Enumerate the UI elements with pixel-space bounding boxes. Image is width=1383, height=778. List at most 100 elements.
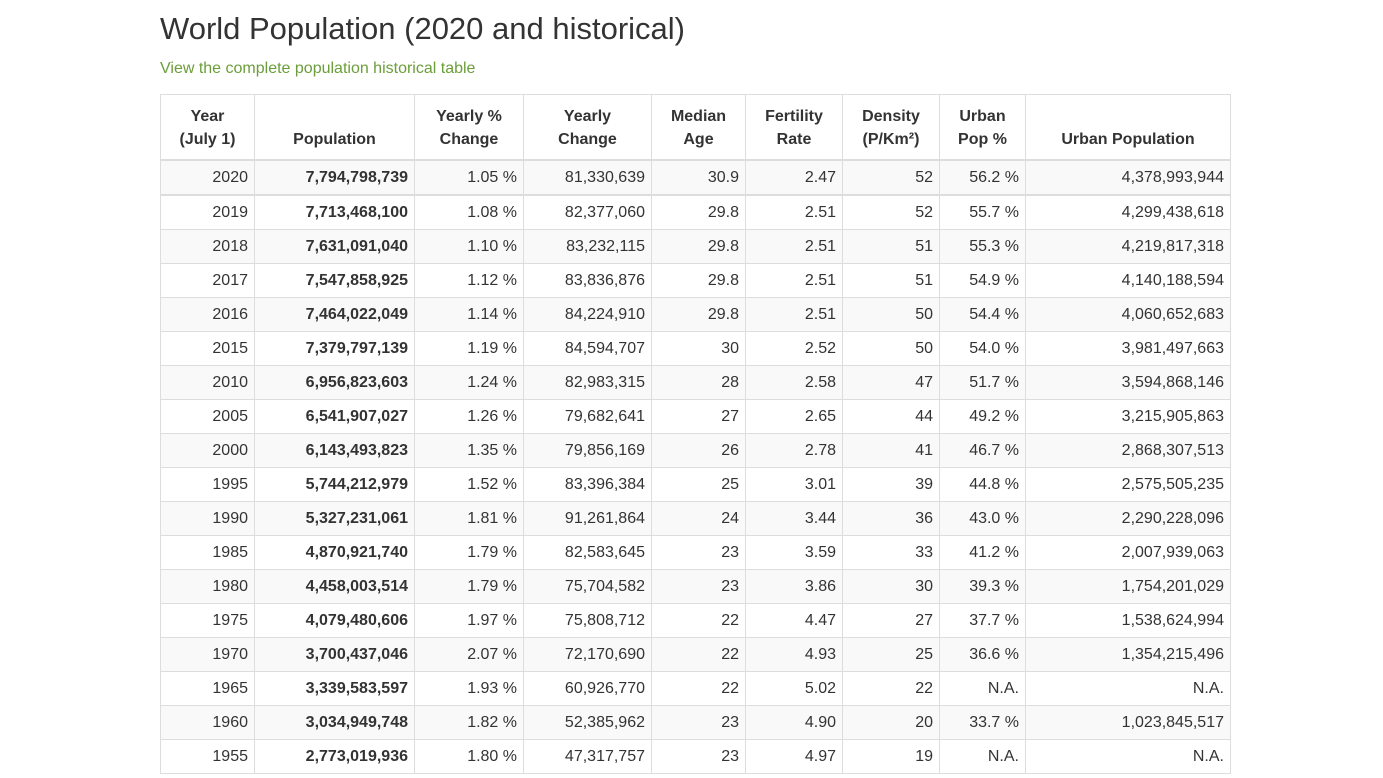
cell-fertility-rate: 5.02 [745,671,843,706]
column-header-line: Density [862,108,920,125]
table-row: 1995 5,744,212,979 1.52 % 83,396,384 25 3.01 3… [160,467,1231,502]
cell-population: 4,870,921,740 [254,535,415,570]
cell-year: 1960 [160,705,255,740]
cell-yearly-pct-change: 1.24 % [414,365,524,400]
table-row: 2015 7,379,797,139 1.19 % 84,594,707 30 2.52 5… [160,331,1231,366]
column-header-line: Median [670,108,727,125]
column-header-urban-population[interactable]: Urban Population [1025,94,1231,161]
cell-yearly-change: 84,594,707 [523,331,652,366]
cell-yearly-change: 52,385,962 [523,705,652,740]
cell-fertility-rate: 3.86 [745,569,843,604]
cell-urban-pop-pct: 51.7 % [939,365,1026,400]
cell-yearly-change: 75,704,582 [523,569,652,604]
cell-fertility-rate: 4.47 [745,603,843,638]
cell-fertility-rate: 3.59 [745,535,843,570]
cell-population: 4,079,480,606 [254,603,415,638]
column-header-density[interactable]: Density (P/Km²) [842,94,940,161]
cell-year: 2017 [160,263,255,298]
table-row: 1990 5,327,231,061 1.81 % 91,261,864 24 3.44 3… [160,501,1231,536]
cell-population: 6,541,907,027 [254,399,415,434]
cell-median-age: 29.8 [651,229,746,264]
cell-urban-population: 2,868,307,513 [1025,433,1231,468]
cell-median-age: 23 [651,535,746,570]
cell-urban-population: 3,981,497,663 [1025,331,1231,366]
cell-yearly-pct-change: 1.26 % [414,399,524,434]
cell-urban-population: 3,594,868,146 [1025,365,1231,400]
column-header-median-age[interactable]: Median Age [651,94,746,161]
column-header-yearly-change[interactable]: Yearly Change [523,94,652,161]
cell-median-age: 30 [651,331,746,366]
cell-year: 1985 [160,535,255,570]
cell-density: 50 [842,331,940,366]
cell-fertility-rate: 2.78 [745,433,843,468]
cell-urban-population: 4,299,438,618 [1025,194,1231,230]
cell-urban-pop-pct: N.A. [939,739,1026,774]
cell-yearly-pct-change: 1.80 % [414,739,524,774]
cell-median-age: 22 [651,637,746,672]
cell-year: 1990 [160,501,255,536]
cell-yearly-change: 83,396,384 [523,467,652,502]
cell-median-age: 22 [651,671,746,706]
table-row: 2005 6,541,907,027 1.26 % 79,682,641 27 2.65 4… [160,399,1231,434]
cell-fertility-rate: 2.52 [745,331,843,366]
cell-yearly-pct-change: 1.05 % [414,159,524,196]
cell-fertility-rate: 2.51 [745,229,843,264]
column-header-line: Change [439,131,499,148]
cell-urban-population: 2,290,228,096 [1025,501,1231,536]
column-header-urban-pop-pct[interactable]: Urban Pop % [939,94,1026,161]
column-header-fertility-rate[interactable]: Fertility Rate [745,94,843,161]
column-header-line: Pop % [958,131,1007,148]
cell-density: 33 [842,535,940,570]
historical-table-link[interactable]: View the complete population historical … [160,60,476,77]
cell-population: 5,744,212,979 [254,467,415,502]
cell-fertility-rate: 4.90 [745,705,843,740]
cell-density: 51 [842,263,940,298]
cell-yearly-change: 91,261,864 [523,501,652,536]
cell-fertility-rate: 2.65 [745,399,843,434]
cell-yearly-pct-change: 1.12 % [414,263,524,298]
table-row: 2010 6,956,823,603 1.24 % 82,983,315 28 2.58 4… [160,365,1231,400]
cell-year: 1975 [160,603,255,638]
cell-median-age: 22 [651,603,746,638]
cell-urban-pop-pct: 43.0 % [939,501,1026,536]
cell-urban-population: 1,754,201,029 [1025,569,1231,604]
column-header-year[interactable]: Year (July 1) [160,94,255,161]
cell-year: 1955 [160,739,255,774]
column-header-line: Yearly [563,108,612,125]
cell-urban-population: N.A. [1025,671,1231,706]
cell-yearly-pct-change: 1.10 % [414,229,524,264]
cell-yearly-pct-change: 1.82 % [414,705,524,740]
cell-yearly-change: 79,856,169 [523,433,652,468]
column-header-population[interactable]: Population [254,94,415,161]
cell-density: 41 [842,433,940,468]
column-header-line: (P/Km²) [862,131,920,148]
table-row: 1960 3,034,949,748 1.82 % 52,385,962 23 4.90 2… [160,705,1231,740]
table-row: 1970 3,700,437,046 2.07 % 72,170,690 22 4.93 2… [160,637,1231,672]
cell-median-age: 30.9 [651,159,746,196]
column-header-line: Change [558,131,617,148]
cell-urban-pop-pct: 33.7 % [939,705,1026,740]
cell-population: 6,956,823,603 [254,365,415,400]
column-header-line [1032,105,1224,128]
cell-urban-pop-pct: 46.7 % [939,433,1026,468]
cell-urban-population: 4,060,652,683 [1025,297,1231,332]
table-body: 2020 7,794,798,739 1.05 % 81,330,639 30.9 2.4… [160,159,1231,774]
cell-urban-pop-pct: 49.2 % [939,399,1026,434]
cell-year: 2000 [160,433,255,468]
cell-population: 3,034,949,748 [254,705,415,740]
cell-year: 2015 [160,331,255,366]
column-header-line: (July 1) [179,131,236,148]
cell-yearly-pct-change: 1.35 % [414,433,524,468]
cell-urban-population: 1,538,624,994 [1025,603,1231,638]
cell-median-age: 25 [651,467,746,502]
cell-urban-population: 1,023,845,517 [1025,705,1231,740]
cell-yearly-change: 60,926,770 [523,671,652,706]
cell-urban-pop-pct: 41.2 % [939,535,1026,570]
cell-yearly-pct-change: 2.07 % [414,637,524,672]
cell-year: 2019 [160,194,255,230]
column-header-yearly-pct-change[interactable]: Yearly % Change [414,94,524,161]
cell-population: 3,700,437,046 [254,637,415,672]
cell-density: 51 [842,229,940,264]
cell-fertility-rate: 2.51 [745,263,843,298]
cell-median-age: 23 [651,739,746,774]
